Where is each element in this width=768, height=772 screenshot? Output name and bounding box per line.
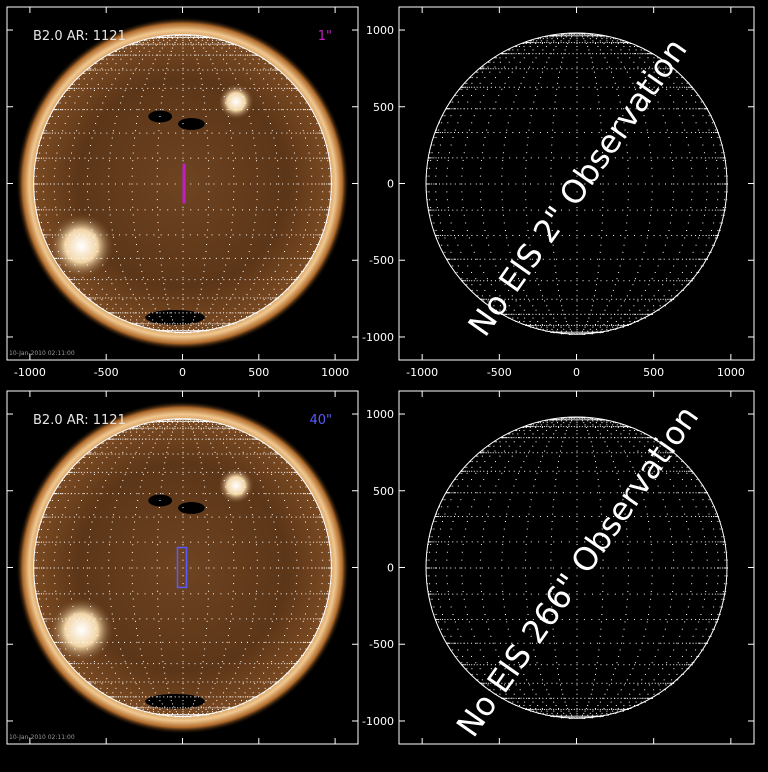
region-label: B2.0 AR: 1121 bbox=[33, 29, 126, 44]
y-tick-label: 1000 bbox=[366, 24, 394, 37]
x-tick-label: -500 bbox=[487, 366, 512, 379]
y-tick-label: -1000 bbox=[362, 715, 394, 728]
y-tick-label: 1000 bbox=[366, 408, 394, 421]
timestamp-label: 10-Jan-2010 02:11:00 bbox=[9, 350, 75, 357]
x-tick-label: 500 bbox=[643, 366, 664, 379]
slit-label: 40" bbox=[309, 413, 332, 428]
no-observation-text: No EIS 266" Observation bbox=[449, 399, 706, 744]
panel-bottom-right: 1000 500 0 -500 -1000 No EIS 266" Observation bbox=[362, 391, 754, 744]
y-tick-label: -500 bbox=[369, 638, 394, 651]
panel-bottom-left: B2.0 AR: 1121 40" 10-Jan-2010 02:11:00 bbox=[7, 391, 358, 744]
panel-top-left: -1000 -500 0 500 1000 B2.0 AR: 1121 1" 10-Jan-2… bbox=[7, 7, 358, 379]
y-tick-label: -500 bbox=[369, 254, 394, 267]
coronal-hole-south bbox=[145, 694, 205, 709]
x-tick-label: -500 bbox=[94, 366, 119, 379]
active-region-north bbox=[218, 468, 254, 504]
y-tick-label: -1000 bbox=[362, 331, 394, 344]
x-tick-label: 500 bbox=[248, 366, 269, 379]
y-tick-label: 500 bbox=[373, 101, 394, 114]
y-tick-label: 0 bbox=[387, 178, 394, 191]
active-region-north bbox=[218, 84, 254, 120]
y-tick-label: 0 bbox=[387, 562, 394, 575]
y-tick-label: 500 bbox=[373, 485, 394, 498]
x-tick-label: -1000 bbox=[406, 366, 438, 379]
x-tick-label: 0 bbox=[179, 366, 186, 379]
x-tick-label: -1000 bbox=[14, 366, 46, 379]
slit-label: 1" bbox=[318, 29, 332, 44]
active-region-bright bbox=[49, 597, 114, 662]
coronal-hole bbox=[178, 118, 205, 130]
solar-disk bbox=[34, 419, 332, 717]
region-label: B2.0 AR: 1121 bbox=[33, 413, 126, 428]
solar-disk bbox=[34, 35, 332, 333]
x-tick-label: 1000 bbox=[717, 366, 745, 379]
active-region-bright bbox=[49, 213, 114, 278]
coronal-hole-south bbox=[145, 310, 205, 325]
x-tick-label: 0 bbox=[573, 366, 580, 379]
x-tick-label: 1000 bbox=[321, 366, 349, 379]
eis-slit bbox=[183, 164, 186, 204]
coronal-hole bbox=[178, 502, 205, 514]
timestamp-label: 10-Jan-2010 02:11:00 bbox=[9, 734, 75, 741]
